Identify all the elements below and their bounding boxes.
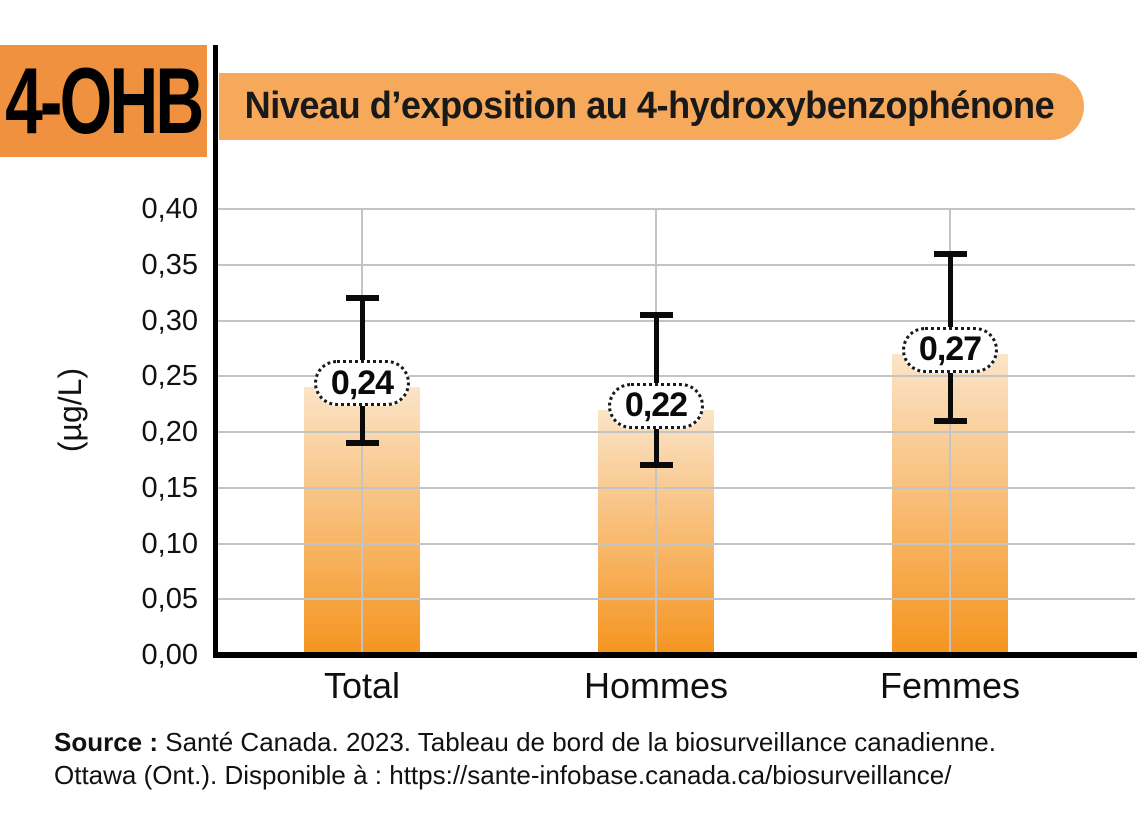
- gridline-h: [218, 319, 1135, 322]
- analyte-tag-label: 4-OHB: [5, 48, 204, 153]
- y-tick-label: 0,15: [141, 471, 198, 504]
- y-tick-label: 0,30: [141, 304, 198, 337]
- y-tick-label: 0,35: [141, 248, 198, 281]
- value-bubble: 0,27: [902, 326, 998, 373]
- gridline-h: [218, 375, 1135, 378]
- source-line-1: Source : Santé Canada. 2023. Tableau de …: [54, 726, 996, 759]
- chart-title: Niveau d’exposition au 4-hydroxybenzophé…: [244, 85, 1055, 127]
- y-tick-label: 0,05: [141, 583, 198, 616]
- gridline-v: [949, 209, 951, 655]
- x-category-label: Hommes: [583, 665, 729, 706]
- source-line-2: Ottawa (Ont.). Disponible à : https://sa…: [54, 760, 952, 790]
- gridline-h: [218, 542, 1135, 545]
- error-bar-cap-top: [640, 311, 673, 318]
- value-bubble: 0,24: [314, 360, 410, 407]
- y-tick-label: 0,25: [141, 360, 198, 393]
- x-category-label: Total: [323, 665, 401, 706]
- y-axis-line: [213, 45, 218, 658]
- x-axis-line: [213, 652, 1137, 658]
- gridline-h: [218, 598, 1135, 601]
- gridline-h: [218, 263, 1135, 266]
- y-tick-label: 0,20: [141, 416, 198, 448]
- error-bar-cap-bottom: [934, 417, 967, 424]
- y-tick-label: 0,00: [141, 639, 198, 671]
- gridline-h: [218, 486, 1135, 489]
- value-bubble: 0,22: [608, 382, 704, 429]
- chart-title-banner: Niveau d’exposition au 4-hydroxybenzophé…: [219, 73, 1084, 140]
- gridline-h: [218, 208, 1135, 210]
- x-category-label: Femmes: [879, 665, 1020, 706]
- error-bar-cap-bottom: [346, 440, 379, 447]
- error-bar-cap-bottom: [640, 462, 673, 469]
- y-tick-label: 0,40: [141, 193, 198, 225]
- source-note: Source : Santé Canada. 2023. Tableau de …: [54, 726, 996, 792]
- gridline-h: [218, 431, 1135, 433]
- y-tick-label: 0,10: [141, 527, 198, 560]
- source-citation: Santé Canada. 2023. Tableau de bord de l…: [158, 727, 996, 757]
- error-bar-cap-top: [346, 295, 379, 302]
- analyte-tag-block: 4-OHB: [0, 45, 207, 157]
- error-bar-cap-top: [934, 250, 967, 257]
- source-label: Source :: [54, 727, 159, 757]
